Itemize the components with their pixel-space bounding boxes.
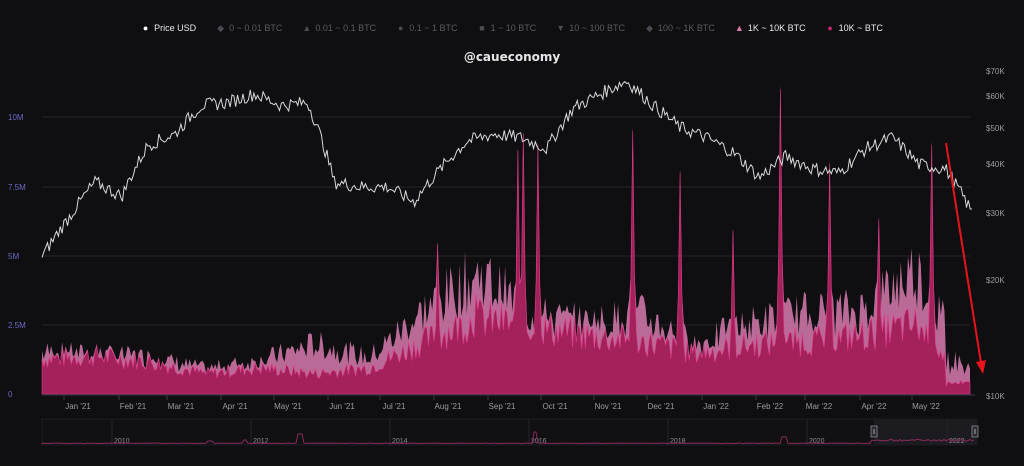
- legend-item-6[interactable]: ◆ 100 ~ 1K BTC: [645, 18, 715, 38]
- legend-label: 0.01 ~ 0.1 BTC: [315, 23, 377, 33]
- y-right-tick-label: $40K: [986, 160, 1005, 169]
- x-tick-label: Jun '21: [329, 402, 355, 411]
- legend-label: 10K ~ BTC: [838, 23, 883, 33]
- legend-marker-icon: ■: [479, 22, 485, 33]
- legend-item-8[interactable]: ● 10K ~ BTC: [826, 18, 883, 38]
- x-tick-label: Mar '22: [806, 402, 833, 411]
- down-arrow-annotation: [945, 142, 986, 374]
- x-tick-label: Mar '21: [168, 402, 195, 411]
- x-tick-label: Apr '21: [222, 402, 248, 411]
- price-usd-line: [41, 80, 972, 258]
- legend-marker-icon: ●: [142, 22, 149, 33]
- legend-marker-icon: ●: [827, 22, 833, 33]
- y-left-tick-label: 0: [8, 390, 13, 399]
- legend-item-3[interactable]: ● 0.1 ~ 1 BTC: [396, 18, 458, 38]
- y-left-tick-label: 10M: [8, 113, 24, 122]
- navigator-year-label: 2014: [392, 438, 408, 445]
- x-tick-label: Dec '21: [648, 402, 675, 411]
- navigator-handle-right[interactable]: [971, 425, 979, 438]
- x-tick-label: Aug '21: [435, 402, 462, 411]
- y-right-tick-label: $30K: [986, 209, 1005, 218]
- legend-item-2[interactable]: ▲ 0.01 ~ 0.1 BTC: [302, 18, 376, 38]
- y-right-tick-label: $50K: [986, 124, 1005, 133]
- navigator-year-label: 2010: [114, 438, 130, 445]
- navigator-year-label: 2012: [253, 438, 269, 445]
- legend-marker-icon: ▼: [556, 22, 566, 33]
- navigator-year-label: 2022: [949, 438, 965, 445]
- legend-label: 100 ~ 1K BTC: [658, 23, 715, 33]
- legend-label: 1K ~ 10K BTC: [747, 23, 806, 33]
- navigator-year-label: 2020: [809, 438, 825, 445]
- x-tick-label: May '21: [274, 402, 302, 411]
- legend-label: 0 ~ 0.01 BTC: [229, 23, 283, 33]
- x-tick-label: Oct '21: [542, 402, 568, 411]
- legend-marker-icon: ▲: [302, 22, 312, 33]
- time-navigator[interactable]: 2010 2012 2014 2016 2018 2020 2022: [41, 418, 979, 446]
- x-tick-label: Feb '21: [120, 402, 147, 411]
- legend-label: Price USD: [154, 23, 197, 33]
- legend-marker-icon: ◆: [646, 22, 653, 33]
- legend-label: 0.1 ~ 1 BTC: [409, 23, 458, 33]
- y-left-tick-label: 7.5M: [8, 183, 26, 192]
- x-tick-label: Jul '21: [383, 402, 406, 411]
- x-tick-label: May '22: [912, 402, 940, 411]
- x-tick-label: Jan '22: [703, 402, 729, 411]
- watermark: @caueconomy: [463, 50, 561, 64]
- chart-legend: ● Price USD ◆ 0 ~ 0.01 BTC ▲ 0.01 ~ 0.1 BTC ● 0…: [0, 18, 1024, 38]
- x-tick-label: Jan '21: [65, 402, 91, 411]
- legend-marker-icon: ●: [397, 22, 404, 33]
- legend-label: 10 ~ 100 BTC: [569, 23, 626, 33]
- legend-item-5[interactable]: ▼ 10 ~ 100 BTC: [556, 18, 625, 38]
- navigator-year-label: 2018: [670, 438, 686, 445]
- legend-item-4[interactable]: ■ 1 ~ 10 BTC: [477, 18, 536, 38]
- legend-item-0[interactable]: ● Price USD: [141, 18, 196, 38]
- y-right-tick-label: $20K: [986, 276, 1005, 285]
- navigator-handle-left[interactable]: [870, 425, 878, 438]
- x-tick-label: Apr '22: [861, 402, 887, 411]
- y-left-tick-label: 5M: [8, 252, 19, 261]
- x-tick-label: Sep '21: [489, 402, 516, 411]
- y-right-tick-label: $70K: [986, 67, 1005, 76]
- legend-item-7[interactable]: ▲ 1K ~ 10K BTC: [735, 18, 806, 38]
- legend-item-1[interactable]: ◆ 0 ~ 0.01 BTC: [216, 18, 282, 38]
- legend-label: 1 ~ 10 BTC: [490, 23, 537, 33]
- grid-lines: [42, 116, 970, 326]
- legend-marker-icon: ▲: [734, 22, 744, 33]
- y-right-tick-label: $60K: [986, 92, 1005, 101]
- y-left-tick-label: 2.5M: [8, 321, 26, 330]
- x-axis: Jan '21 Feb '21 Mar '21 Apr '21 May '21 Jun '…: [42, 394, 975, 411]
- x-tick-label: Feb '22: [757, 402, 784, 411]
- legend-marker-icon: ◆: [217, 22, 225, 33]
- x-tick-label: Nov '21: [595, 402, 622, 411]
- navigator-year-label: 2016: [531, 438, 547, 445]
- series-10k-plus-area: [41, 89, 971, 395]
- y-right-tick-label: $10K: [986, 392, 1005, 401]
